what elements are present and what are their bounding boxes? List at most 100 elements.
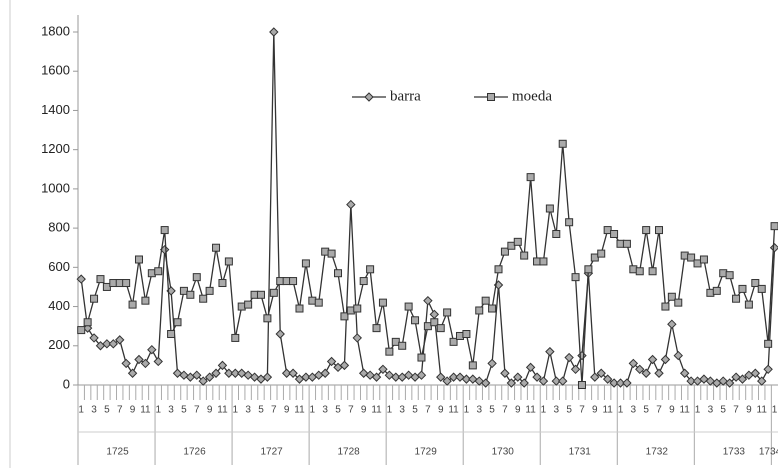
square-marker <box>636 268 643 275</box>
x-tick-label: 5 <box>181 405 187 416</box>
square-marker <box>193 274 200 281</box>
square-marker <box>489 305 496 312</box>
square-marker <box>155 268 162 275</box>
square-marker <box>444 309 451 316</box>
square-marker <box>656 227 663 234</box>
x-tick-label: 7 <box>733 405 739 416</box>
x-tick-label: 7 <box>579 405 585 416</box>
square-marker <box>412 317 419 324</box>
series-line <box>81 32 774 383</box>
x-tick-label: 11 <box>525 405 536 416</box>
year-label: 1727 <box>260 447 283 458</box>
diamond-marker <box>206 373 214 381</box>
year-label: 1726 <box>183 447 206 458</box>
x-tick-label: 7 <box>425 405 431 416</box>
year-label: 1732 <box>646 447 669 458</box>
square-marker <box>232 334 239 341</box>
y-tick-label: 1600 <box>41 63 70 78</box>
diamond-marker <box>353 334 361 342</box>
x-tick-label: 7 <box>348 405 354 416</box>
x-tick-label: 5 <box>643 405 649 416</box>
year-label: 1730 <box>492 447 515 458</box>
square-marker <box>379 299 386 306</box>
square-marker <box>469 362 476 369</box>
diamond-marker <box>578 352 586 360</box>
diamond-marker <box>116 336 124 344</box>
diamond-marker <box>501 369 509 377</box>
square-marker <box>373 325 380 332</box>
diamond-marker <box>533 373 541 381</box>
diamond-marker <box>154 357 162 365</box>
square-marker <box>168 331 175 338</box>
x-tick-label: 11 <box>140 405 151 416</box>
x-tick-label: 1 <box>310 405 316 416</box>
square-marker <box>527 174 534 181</box>
legend-label: moeda <box>512 88 552 104</box>
x-tick-label: 3 <box>91 405 97 416</box>
x-tick-label: 11 <box>294 405 305 416</box>
x-tick-label: 9 <box>438 405 444 416</box>
x-tick-label: 3 <box>631 405 637 416</box>
square-marker <box>611 230 618 237</box>
x-tick-label: 1 <box>387 405 393 416</box>
x-tick-label: 11 <box>371 405 382 416</box>
year-label: 1729 <box>415 447 438 458</box>
x-tick-label: 1 <box>464 405 470 416</box>
series-line <box>81 144 774 385</box>
square-marker <box>643 227 650 234</box>
y-tick-label: 0 <box>63 376 70 391</box>
square-marker <box>135 256 142 263</box>
square-marker <box>495 266 502 273</box>
x-tick-label: 9 <box>515 405 521 416</box>
diamond-marker <box>424 297 432 305</box>
x-tick-label: 1 <box>155 405 161 416</box>
chart: 0200400600800100012001400160018001357911… <box>0 0 778 468</box>
x-tick-label: 1 <box>695 405 701 416</box>
square-marker <box>521 252 528 259</box>
diamond-marker <box>437 373 445 381</box>
square-marker <box>546 205 553 212</box>
x-tick-label: 3 <box>399 405 405 416</box>
x-tick-label: 3 <box>708 405 714 416</box>
x-tick-label: 5 <box>720 405 726 416</box>
diamond-marker <box>539 377 547 385</box>
x-tick-label: 9 <box>746 405 752 416</box>
x-tick-label: 3 <box>245 405 251 416</box>
y-tick-label: 400 <box>48 298 70 313</box>
x-tick-label: 11 <box>757 405 768 416</box>
square-marker <box>354 305 361 312</box>
diamond-marker <box>109 340 117 348</box>
x-tick-label: 7 <box>117 405 123 416</box>
x-tick-label: 3 <box>322 405 328 416</box>
y-tick-label: 800 <box>48 220 70 235</box>
square-marker <box>578 382 585 389</box>
diamond-marker <box>559 377 567 385</box>
square-marker <box>476 307 483 314</box>
x-tick-label: 1 <box>78 405 84 416</box>
x-tick-label: 11 <box>217 405 228 416</box>
x-tick-label: 1 <box>618 405 624 416</box>
square-marker <box>572 274 579 281</box>
square-marker <box>161 227 168 234</box>
x-tick-label: 5 <box>258 405 264 416</box>
square-marker <box>623 240 630 247</box>
diamond-marker <box>488 359 496 367</box>
square-marker <box>264 315 271 322</box>
x-tick-label: 7 <box>271 405 277 416</box>
diamond-marker <box>365 93 373 101</box>
square-marker <box>206 287 213 294</box>
square-marker <box>270 289 277 296</box>
x-tick-label: 3 <box>168 405 174 416</box>
square-marker <box>739 285 746 292</box>
legend-label: barra <box>390 88 421 104</box>
square-marker <box>482 297 489 304</box>
diamond-marker <box>591 373 599 381</box>
x-tick-label: 7 <box>502 405 508 416</box>
square-marker <box>97 276 104 283</box>
diamond-marker <box>655 369 663 377</box>
y-tick-label: 1800 <box>41 23 70 38</box>
diamond-marker <box>135 356 143 364</box>
x-tick-label: 1 <box>541 405 547 416</box>
square-marker <box>296 305 303 312</box>
y-tick-label: 1400 <box>41 102 70 117</box>
